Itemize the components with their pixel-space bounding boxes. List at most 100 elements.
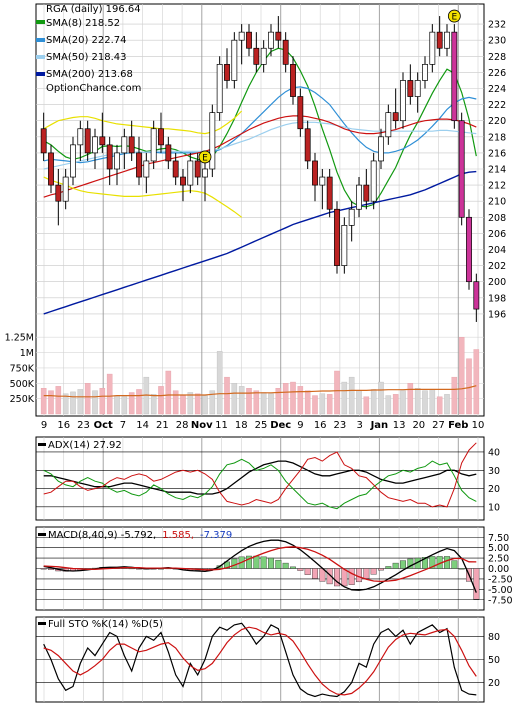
candle-body bbox=[106, 144, 113, 170]
bollinger-upper-line bbox=[43, 110, 243, 135]
x-tick-label: 16 bbox=[314, 420, 327, 431]
adx-line bbox=[43, 460, 477, 495]
macd-signal-line bbox=[43, 546, 477, 583]
x-tick-label: 16 bbox=[57, 420, 70, 431]
volume-bar bbox=[407, 383, 414, 415]
candle-body bbox=[319, 176, 326, 186]
candle-body bbox=[451, 31, 458, 122]
volume-bar bbox=[194, 393, 201, 415]
volume-bar bbox=[297, 386, 304, 415]
volume-bar bbox=[180, 395, 186, 415]
volume-bar bbox=[414, 388, 421, 415]
macd-tick-label: 5.00 bbox=[488, 543, 509, 554]
macd-histogram-bar bbox=[444, 556, 450, 569]
macd-histogram-bar bbox=[326, 568, 333, 585]
adx-tick-label: 40 bbox=[488, 447, 500, 458]
earnings-marker-label: E bbox=[451, 13, 457, 23]
volume-bar bbox=[304, 390, 311, 415]
volume-bar bbox=[282, 383, 289, 415]
candle-body bbox=[312, 160, 318, 186]
candle-body bbox=[385, 112, 392, 138]
candle-body bbox=[114, 152, 120, 170]
volume-bar bbox=[99, 388, 106, 415]
candle-body bbox=[62, 176, 69, 202]
macd-histogram-bar bbox=[304, 568, 311, 575]
macd-histogram-bar bbox=[385, 566, 392, 569]
y-tick-label: 204 bbox=[488, 245, 506, 256]
y-tick-label: 214 bbox=[488, 165, 506, 176]
volume-bar bbox=[348, 376, 355, 415]
macd-histogram-bar bbox=[348, 568, 355, 585]
volume-bar bbox=[363, 396, 370, 415]
legend-sma8: SMA(8) 218.52 bbox=[46, 18, 120, 29]
candle-body bbox=[260, 47, 267, 65]
legend-swatch-sma200 bbox=[36, 72, 45, 76]
volume-bar bbox=[150, 394, 157, 415]
volume-bar bbox=[224, 376, 230, 415]
adx-tick-label: 10 bbox=[488, 502, 500, 513]
volume-average-line bbox=[43, 385, 477, 398]
macd-histogram-bar bbox=[48, 568, 54, 570]
volume-tick-label: 500K bbox=[10, 379, 35, 390]
candle-body bbox=[370, 160, 377, 202]
volume-bar bbox=[253, 390, 260, 415]
candle-body bbox=[55, 184, 62, 202]
sma-red-line bbox=[43, 115, 477, 198]
macd-tick-label: -2.50 bbox=[488, 574, 513, 585]
volume-bar bbox=[106, 373, 113, 415]
candle-body bbox=[422, 63, 428, 81]
y-tick-label: 196 bbox=[488, 309, 506, 320]
macd-tick-label: -5.00 bbox=[488, 585, 513, 596]
volume-bar bbox=[40, 388, 47, 415]
volume-bar bbox=[451, 376, 458, 415]
volume-bar bbox=[473, 349, 480, 415]
volume-bar bbox=[48, 390, 54, 415]
x-tick-label: 28 bbox=[176, 420, 189, 431]
volume-bar bbox=[385, 395, 392, 415]
candle-body bbox=[392, 112, 399, 122]
candle-body bbox=[224, 63, 230, 81]
earnings-marker bbox=[447, 9, 461, 23]
candle-body bbox=[150, 128, 157, 162]
volume-bar bbox=[172, 390, 179, 415]
x-tick-label: 11 bbox=[215, 420, 228, 431]
volume-bar bbox=[436, 396, 443, 415]
macd-line bbox=[43, 539, 477, 593]
y-tick-label: 220 bbox=[488, 116, 506, 127]
sto-tick-label: 20 bbox=[488, 678, 500, 689]
volume-bar bbox=[114, 395, 120, 415]
macd-histogram-bar bbox=[356, 568, 362, 583]
volume-bar bbox=[84, 383, 91, 415]
candle-body bbox=[341, 225, 348, 266]
y-tick-label: 210 bbox=[488, 197, 506, 208]
x-tick-label: Oct bbox=[94, 420, 113, 431]
y-tick-label: 232 bbox=[488, 20, 506, 31]
macd-histogram-bar bbox=[451, 560, 458, 569]
adx-title: ADX(14) 27.92 bbox=[38, 440, 122, 451]
candle-body bbox=[444, 31, 450, 49]
volume-bar bbox=[121, 396, 128, 415]
volume-bars bbox=[40, 337, 480, 415]
macd-hist-value: -7.379 bbox=[200, 530, 232, 541]
x-tick-label: 25 bbox=[255, 420, 268, 431]
candle-body bbox=[400, 80, 406, 122]
candlesticks bbox=[40, 16, 480, 322]
x-tick-label: 10 bbox=[472, 420, 485, 431]
y-tick-label: 228 bbox=[488, 52, 506, 63]
candle-body bbox=[407, 80, 414, 97]
stoch-d-line bbox=[43, 626, 477, 696]
macd-tick-label: 7.50 bbox=[488, 533, 509, 544]
candle-body bbox=[268, 31, 274, 49]
candle-body bbox=[290, 63, 296, 97]
volume-bar bbox=[378, 381, 384, 415]
candle-body bbox=[187, 160, 194, 186]
candle-body bbox=[92, 136, 98, 154]
minus-di-line bbox=[43, 442, 477, 508]
legend-sma200: SMA(200) 213.68 bbox=[46, 69, 133, 80]
legend: SMA(8) 218.52 SMA(20) 222.74 SMA(50) 218… bbox=[36, 18, 133, 80]
candle-body bbox=[282, 39, 289, 65]
candle-body bbox=[136, 152, 142, 178]
macd-histogram-bar bbox=[246, 555, 252, 569]
